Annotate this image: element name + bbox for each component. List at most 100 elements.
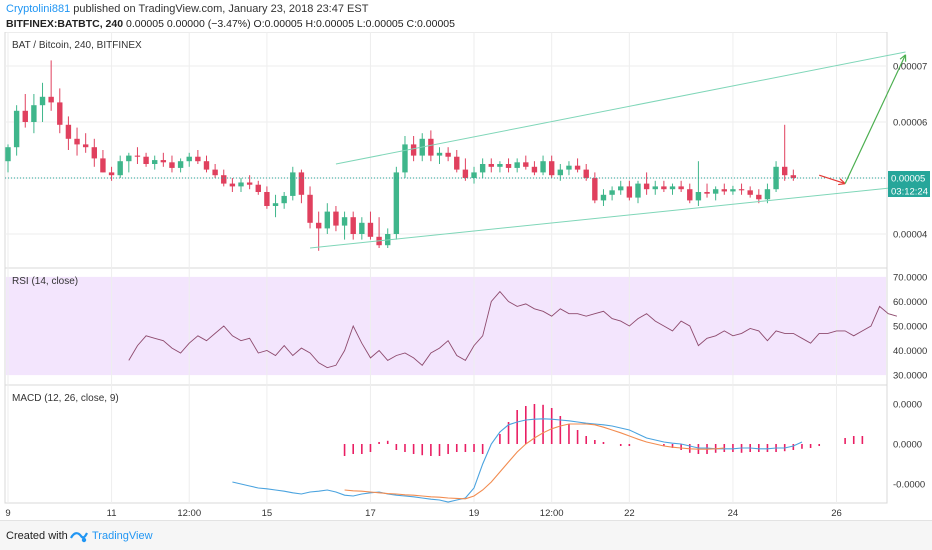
rsi-tick-label: 70.0000 — [893, 272, 927, 283]
projection-down-arrow-head — [838, 178, 846, 186]
candle-body — [479, 164, 486, 173]
price-tick-label: 0.00007 — [893, 62, 927, 73]
countdown-label: 03:12:24 — [891, 187, 928, 198]
candle-body — [126, 155, 132, 162]
tradingview-brand-link[interactable]: TradingView — [92, 530, 153, 542]
candle-body — [635, 183, 641, 198]
candles — [5, 60, 887, 251]
candle-body — [238, 182, 244, 187]
candle-body — [324, 211, 331, 229]
candle-body — [505, 164, 512, 168]
candle-body — [548, 161, 555, 176]
last-price-tag — [888, 171, 930, 184]
rsi-line — [128, 290, 898, 369]
candle-body — [678, 186, 684, 190]
x-tick-label: 12:00 — [540, 508, 564, 519]
macd-pane[interactable] — [4, 384, 888, 504]
candle-body — [687, 189, 693, 201]
channel-line — [309, 185, 906, 249]
candle-body — [341, 217, 348, 226]
candle-body — [117, 161, 123, 176]
candle-body — [229, 183, 236, 187]
candle-body — [22, 110, 28, 122]
candle-body — [246, 182, 253, 185]
rsi-pane-title: RSI (14, close) — [12, 276, 78, 287]
x-tick-label: 26 — [831, 508, 842, 519]
candle-body — [281, 195, 287, 204]
candle-body — [5, 147, 11, 162]
candle-body — [402, 144, 408, 173]
candle-body — [764, 189, 771, 200]
trend-channel — [309, 51, 907, 249]
x-tick-label: 24 — [728, 508, 739, 519]
macd-tick-label: -0.0000 — [893, 480, 925, 491]
candle-body — [13, 110, 20, 148]
candle-body — [177, 161, 184, 168]
candle-body — [738, 189, 745, 191]
candle-body — [462, 169, 469, 178]
symbol-label: BITFINEX:BATBTC, 240 — [6, 18, 124, 30]
price-pane[interactable] — [4, 32, 888, 269]
candle-body — [531, 166, 538, 173]
author-link[interactable]: Cryptolini881 — [6, 3, 71, 15]
candle-body — [367, 222, 374, 237]
candle-body — [221, 175, 227, 184]
chart-header: Cryptolini881 published on TradingView.c… — [0, 0, 932, 32]
published-text: published on TradingView.com, January 23… — [73, 3, 369, 15]
candle-body — [436, 152, 443, 156]
candle-body — [790, 175, 797, 178]
candle-body — [186, 156, 192, 162]
rsi-tick-label: 50.0000 — [893, 322, 927, 333]
candle-body — [57, 102, 63, 125]
rsi-tick-label: 30.0000 — [893, 371, 927, 382]
candle-body — [65, 124, 72, 139]
candle-body — [255, 184, 261, 192]
countdown-tag — [888, 184, 930, 197]
candle-body — [652, 186, 658, 190]
candle-body — [160, 160, 167, 163]
tradingview-logo-icon — [70, 532, 88, 543]
candle-body — [721, 189, 727, 192]
candle-body — [669, 186, 676, 190]
candle-body — [333, 211, 339, 226]
macd-tick-label: 0.0000 — [893, 400, 922, 411]
candle-body — [540, 161, 546, 173]
macd-series — [232, 404, 864, 503]
x-tick-label: 15 — [262, 508, 273, 519]
candle-body — [756, 194, 762, 200]
x-tick-label: 22 — [624, 508, 635, 519]
footer-bar: Created with TradingView — [0, 520, 932, 550]
candle-body — [730, 189, 736, 192]
candle-body — [643, 183, 650, 190]
created-with-text: Created with — [6, 530, 68, 542]
candle-body — [39, 96, 46, 106]
candle-body — [195, 156, 201, 162]
candle-body — [704, 192, 710, 194]
rsi-tick-label: 40.0000 — [893, 346, 927, 357]
chart-area[interactable]: 9 11 12:00 15 17 19 12:00 22 24 260.000070.000060… — [0, 32, 932, 520]
candle-body — [747, 190, 753, 195]
candle-body — [712, 189, 719, 194]
x-tick-label: 9 — [5, 508, 10, 519]
x-tick-label: 12:00 — [177, 508, 201, 519]
candle-body — [782, 166, 788, 176]
candle-body — [600, 194, 607, 201]
projection-down-arrow — [819, 174, 846, 185]
candle-body — [557, 169, 564, 176]
candle-body — [272, 203, 279, 206]
candle-body — [264, 192, 270, 206]
candle-body — [307, 194, 313, 223]
last-price-label: 0.00005 — [891, 174, 925, 185]
candle-body — [445, 152, 451, 157]
x-tick-label: 11 — [107, 508, 117, 519]
projection-up-arrow — [844, 54, 907, 184]
candle-body — [618, 186, 624, 191]
candle-body — [290, 172, 296, 196]
channel-line — [335, 51, 906, 165]
candle-body — [592, 178, 598, 201]
candle-body — [100, 158, 106, 173]
candle-body — [566, 165, 572, 170]
candle-body — [626, 186, 633, 198]
x-tick-label: 19 — [469, 508, 480, 519]
candle-body — [31, 105, 37, 122]
